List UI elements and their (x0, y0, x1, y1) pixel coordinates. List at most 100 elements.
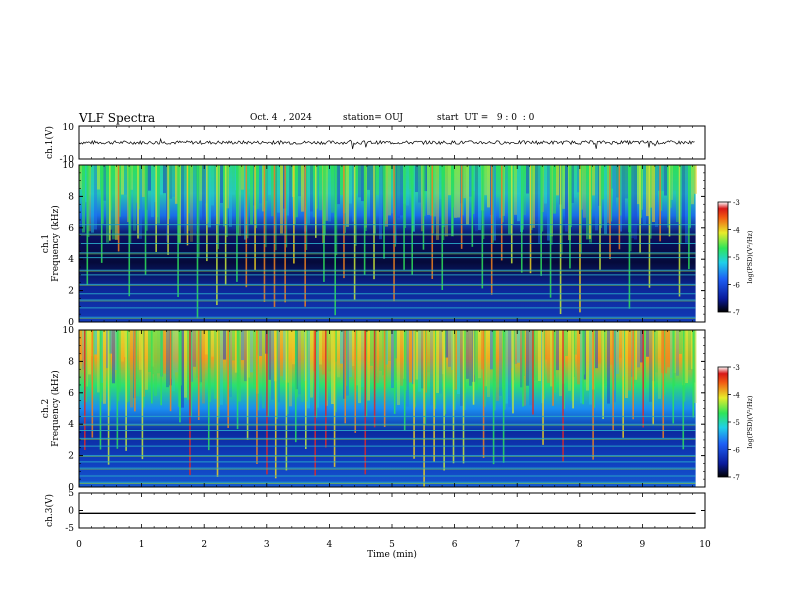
spectrogram-ch2-texture (112, 330, 115, 384)
x-tick-label: 8 (577, 540, 583, 550)
spectrogram-ch2-texture (655, 330, 658, 373)
spectrogram-ch1-texture (286, 165, 289, 216)
spectrogram-ch2-texture (139, 330, 142, 370)
spectrogram-ch2-ytick-label: 6 (68, 389, 74, 399)
ch1-ytick-label: 10 (63, 123, 75, 133)
spectrogram-ch1-sferic-halo (610, 165, 613, 222)
spectrogram-ch1-texture (94, 165, 97, 230)
spectrogram-ch1-ytick-label: 0 (68, 318, 74, 328)
spectrogram-ch2-sferic-halo (209, 330, 211, 403)
spectrogram-ch1-sferic (559, 165, 562, 315)
spectrogram-ch2-texture (88, 330, 91, 375)
spectrogram-ch2-texture (220, 330, 223, 405)
spectrogram-ch2-texture (556, 330, 559, 371)
spectrogram-ch1-texture (466, 165, 469, 225)
spectrogram-ch2-sferic-halo (126, 330, 129, 403)
spectrogram-ch2-ytick-label: 4 (68, 420, 74, 430)
spectrogram-ch1-texture (622, 165, 625, 225)
spectrogram-ch2-texture (529, 330, 532, 406)
spectrogram-ch2-texture (163, 330, 166, 374)
spectrogram-ch2-texture (205, 330, 208, 355)
spectrogram-ch2-sferic (662, 330, 665, 439)
spectrogram-ch1-texture (388, 165, 391, 216)
spectrogram-ch2-sferic (216, 330, 219, 477)
spectrogram-ch1-sferic-halo (138, 165, 141, 210)
spectrogram-ch1-sferic-halo (483, 165, 485, 240)
spectrogram-ch2-sferic (413, 330, 415, 459)
x-tick-label: 7 (514, 540, 520, 550)
spectrogram-ch2-sferic (602, 330, 604, 420)
spectrogram-ch2-texture (253, 330, 256, 389)
spectrogram-ch1-texture (445, 165, 448, 237)
spectrogram-ch1-sferic (245, 165, 248, 288)
spectrogram-ch2-texture (637, 330, 640, 368)
spectrogram-ch1-sferic-halo (424, 165, 426, 216)
spectrogram-ch1-sferic (549, 165, 552, 298)
spectrogram-ch2-texture (406, 330, 409, 407)
spectrogram-ch1-texture (427, 165, 430, 215)
spectrogram-ch2-texture (241, 330, 244, 361)
spectrogram-ch1-texture (439, 165, 442, 200)
spectrogram-ch2-texture (409, 330, 412, 383)
spectrogram-ch2-sferic (314, 330, 316, 477)
spectrogram-ch1-texture (583, 165, 586, 218)
spectrogram-ch2-sferic-halo (644, 330, 646, 389)
spectrogram-ch2-sferic (552, 330, 554, 406)
spectrogram-ch1-sferic (363, 165, 366, 276)
spectrogram-ch1-texture (325, 165, 328, 221)
waveform-ch1-trace (78, 137, 695, 150)
spectrogram-ch2-sferic (169, 330, 172, 412)
spectrogram-ch2-texture (496, 330, 499, 401)
spectrogram-ch2-sferic-halo (276, 330, 278, 419)
spectrogram-ch1-sferic (304, 165, 306, 307)
spectrogram-ch1-texture (193, 165, 196, 235)
spectrogram-ch1-texture (331, 165, 334, 213)
spectrogram-ch2-sferic (91, 330, 94, 438)
spectrogram-ch2-texture (397, 330, 400, 405)
spectrogram-ch1-texture (328, 165, 331, 222)
spectrogram-ch2-texture (616, 330, 619, 374)
spectrogram-ch1-texture (358, 165, 361, 198)
spectrogram-ch1-sferic-halo (650, 165, 652, 239)
spectrogram-ch2-texture (235, 330, 238, 373)
spectrogram-ch2-texture (547, 330, 550, 383)
spectrogram-ch1-sferic-halo (541, 165, 544, 232)
spectrogram-ch1-texture (184, 165, 187, 234)
spectrogram-ch1-texture (190, 165, 193, 242)
spectrogram-ch2-sferic (423, 330, 425, 487)
spectrogram-ch1-texture (106, 165, 109, 243)
spectrogram-ch2-texture (508, 330, 511, 408)
x-tick-label: 9 (640, 540, 646, 550)
spectrogram-ch1-sferic-halo (207, 165, 209, 223)
spectrogram-ch1-sferic (109, 165, 111, 241)
spectrogram-ch2-texture (379, 330, 382, 371)
spectrogram-ch1-texture (385, 165, 388, 227)
spectrogram-ch1-sferic (236, 165, 238, 282)
spectrogram-ch1-texture (79, 165, 82, 190)
spectrogram-ch1-colorbar (717, 201, 729, 313)
spectrogram-ch2-texture (487, 330, 490, 397)
spectrogram-ch2-sferic (502, 330, 505, 463)
spectrogram-ch2-texture (268, 330, 271, 380)
spectrogram-ch2-texture (526, 330, 529, 386)
spectrogram-ch1-sferic-halo (255, 165, 258, 229)
spectrogram-ch1-texture (571, 165, 574, 203)
spectrogram-ch1-texture (592, 165, 595, 196)
spectrogram-ch2-texture (121, 330, 124, 362)
spectrogram-ch1-texture (655, 165, 658, 228)
spectrogram-ch2-texture (679, 330, 682, 354)
x-axis-label: Time (min) (367, 549, 417, 560)
spectrogram-ch2-texture (589, 330, 592, 405)
spectrogram-ch1-sferic (422, 165, 425, 250)
spectrogram-ch2-texture (568, 330, 571, 391)
spectrogram-ch2-sferic-halo (257, 330, 259, 411)
spectrogram-ch1-texture (130, 165, 133, 190)
spectrogram-ch2-texture (211, 330, 214, 357)
spectrogram-ch2-texture (361, 330, 364, 388)
spectrogram-ch2-colorbar-label: log(PSD)(V²/Hz) (746, 395, 754, 448)
ch3-ylabel: ch.3(V) (44, 494, 55, 527)
spectrogram-ch1-sferic (481, 165, 484, 289)
spectrogram-ch1-texture (376, 165, 379, 196)
spectrogram-ch2-sferic-halo (375, 330, 377, 389)
spectrogram-ch2-texture (586, 330, 589, 391)
